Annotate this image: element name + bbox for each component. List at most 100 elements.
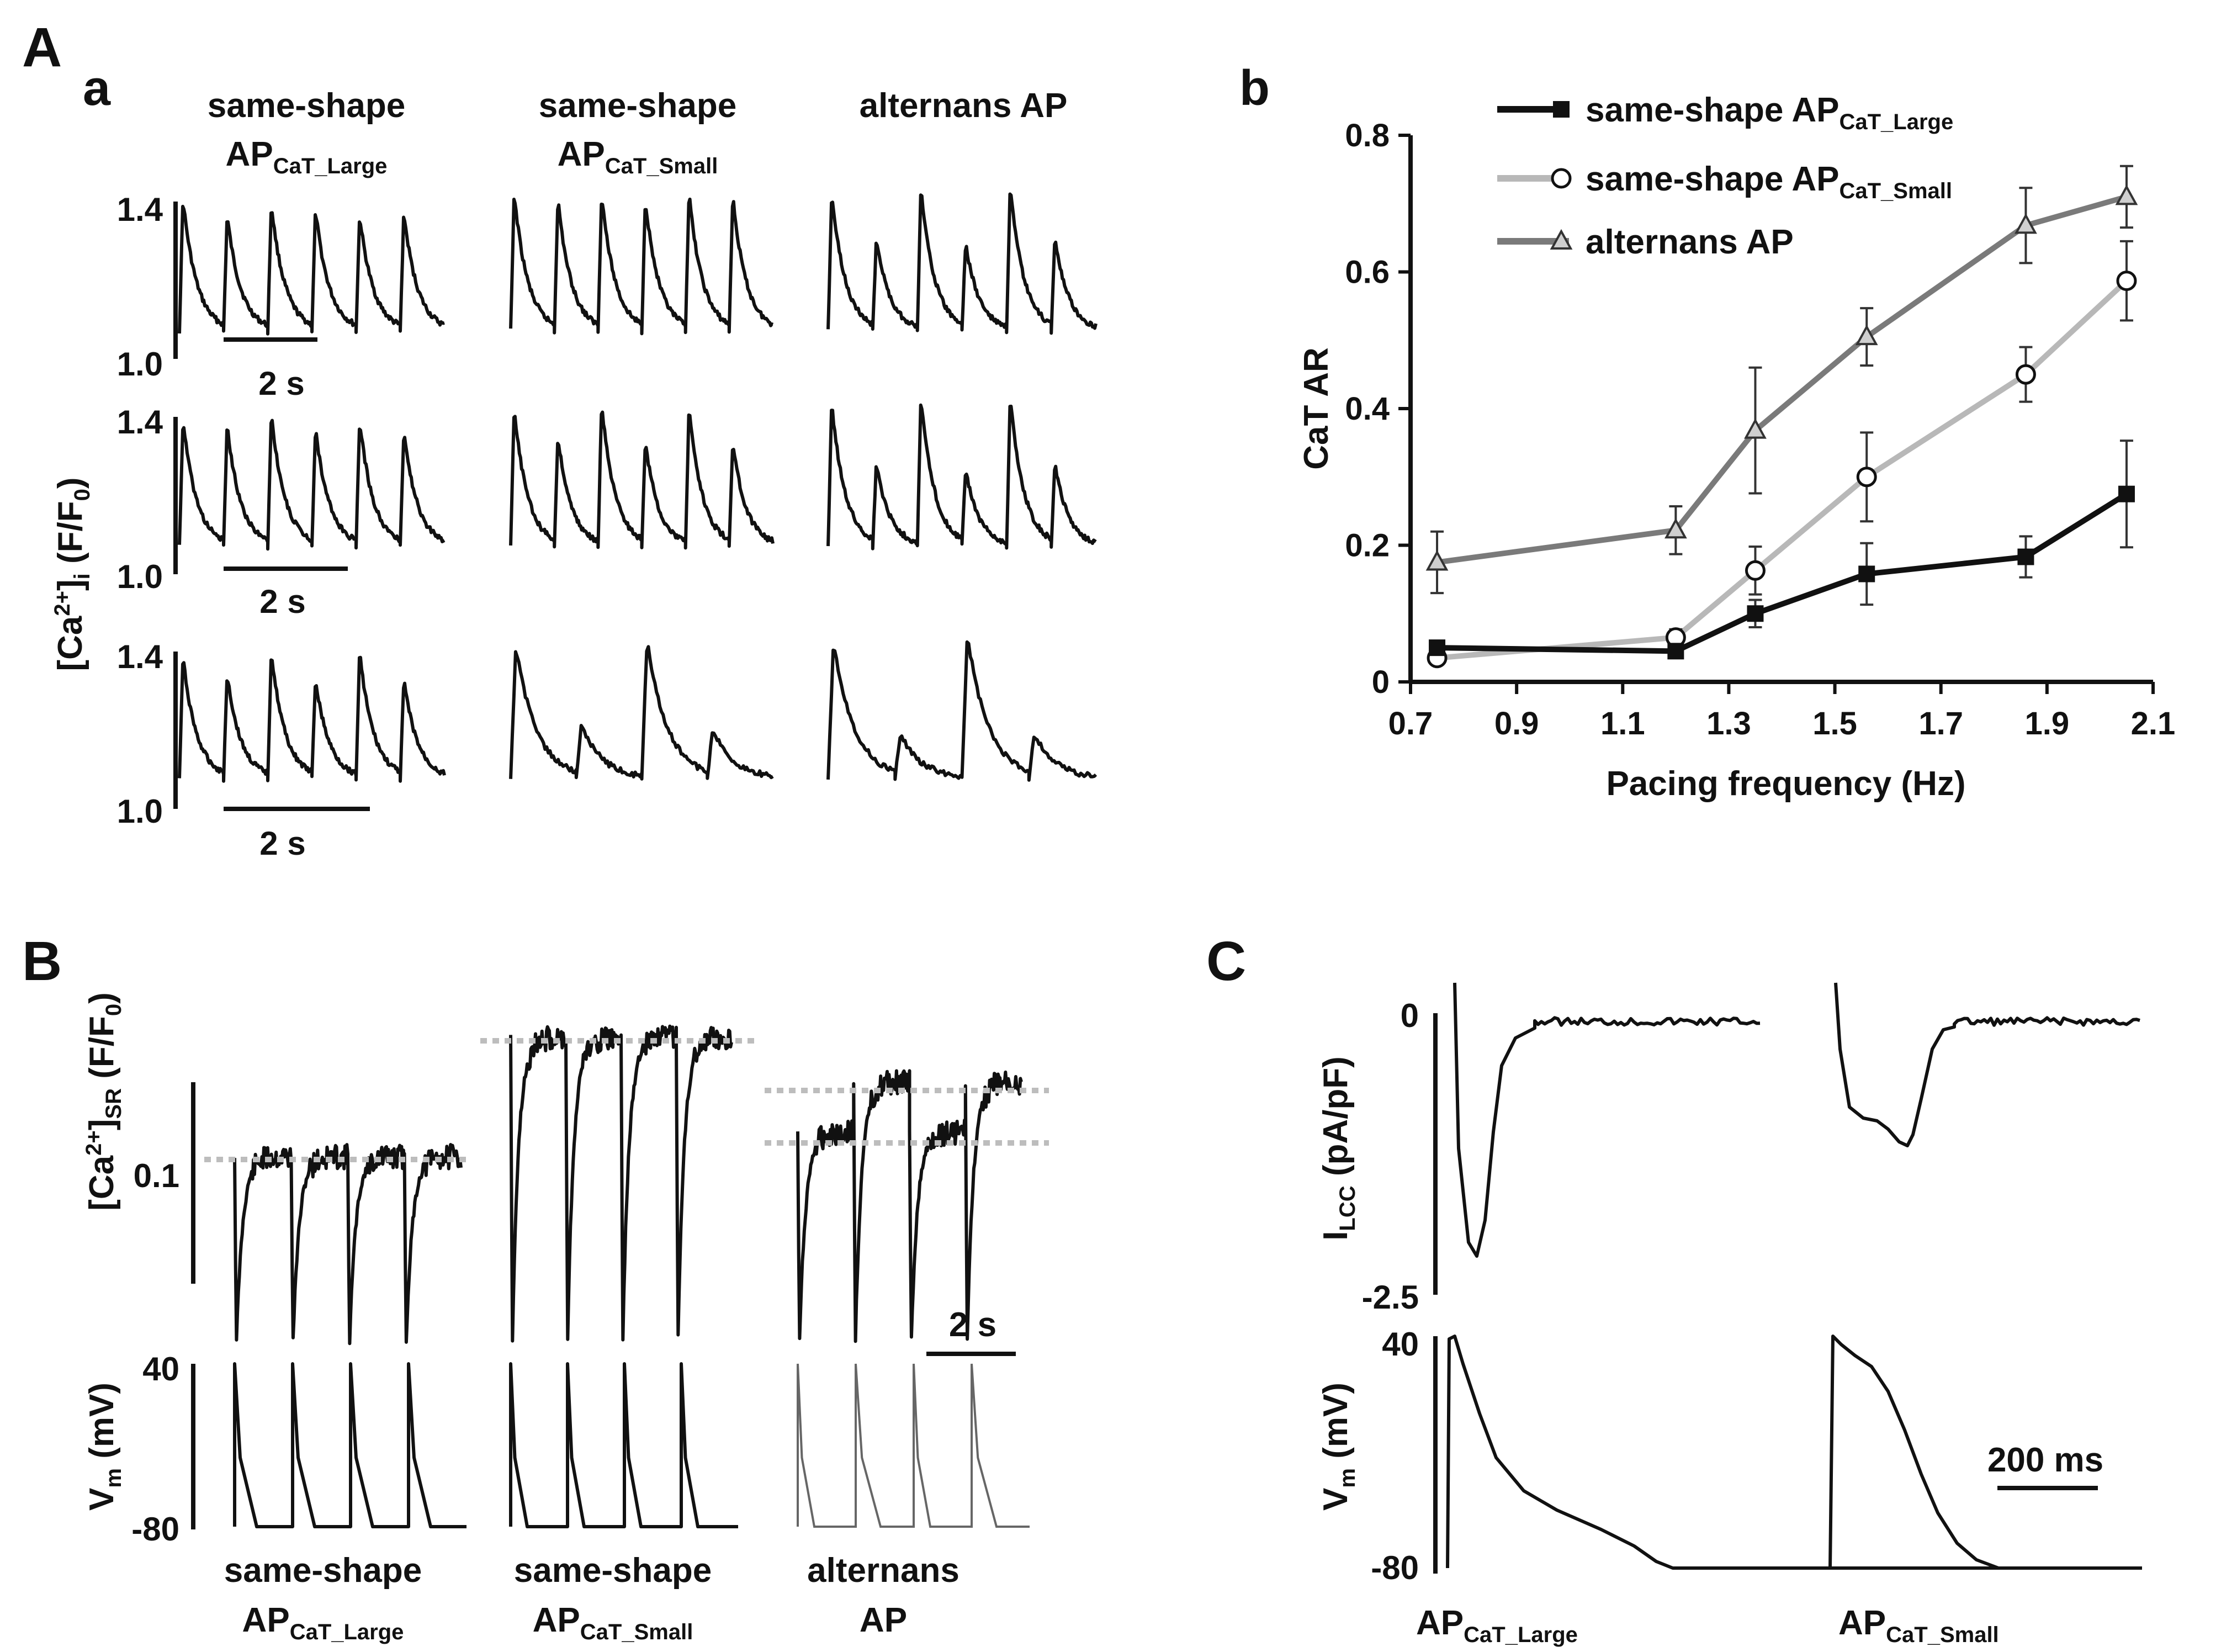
y-tick-label: 0.6 (1345, 255, 1390, 290)
aa-row1-scalebar-label: 2 s (258, 365, 304, 402)
ilcc-trace (1453, 982, 1761, 1258)
c-label-large: APCaT_Large (1416, 1604, 1578, 1647)
aa-row3-scalebar-label: 2 s (259, 825, 305, 862)
panel-label-Aa: a (83, 61, 111, 116)
c-ilcc-tick-low: -2.5 (1362, 1279, 1419, 1316)
y-tick-label: 0.2 (1345, 528, 1390, 564)
aa-col3-title: alternans AP (860, 87, 1068, 125)
b-sr-tick: 0.1 (134, 1157, 179, 1194)
c-label-small: APCaT_Small (1838, 1604, 1999, 1647)
series-line (1436, 278, 2129, 661)
vm-trace (509, 1362, 738, 1528)
sr-trace (233, 1143, 463, 1346)
x-tick-label: 1.3 (1706, 706, 1751, 742)
legend-label: alternans AP (1586, 223, 1794, 261)
aa-row3-tick-low: 1.0 (117, 793, 163, 830)
panel-label-Ab: b (1239, 61, 1270, 116)
aa-col2-line1: same-shape (539, 87, 736, 125)
panel-label-C: C (1206, 930, 1246, 992)
aa-row2-scalebar-label: 2 s (259, 583, 305, 620)
data-point (2015, 213, 2037, 234)
data-point (1855, 324, 1878, 346)
panel-B: [Ca2+]SR (F/F0) 0.1 Vm (mV) 40 -80 2 s s… (82, 992, 1049, 1644)
calcium-trace (826, 192, 1098, 335)
b-col3-line2: AP (860, 1601, 907, 1639)
data-point (1667, 643, 1684, 660)
data-point (1551, 168, 1572, 189)
b-scalebar-label: 2 s (949, 1306, 996, 1344)
calcium-trace (826, 640, 1098, 782)
aa-traces (178, 192, 1098, 783)
aa-row3-tick-high: 1.4 (117, 638, 163, 675)
b-vm-tick-low: -80 (131, 1511, 179, 1548)
panel-Ab-chart: CaT AR Pacing frequency (Hz) 0.7 0.9 1.1 1.… (1297, 91, 2175, 803)
series-line (1436, 194, 2128, 565)
panel-label-A: A (22, 17, 62, 78)
ilcc-trace (1834, 982, 2140, 1147)
legend-label: same-shape APCaT_Small (1586, 160, 1952, 203)
sr-trace (796, 1069, 1023, 1343)
c-scalebar-label: 200 ms (1987, 1441, 2103, 1479)
data-point (1745, 560, 1766, 581)
c-ylabel-ilcc: ILCC (pA/pF) (1317, 1056, 1360, 1241)
b-ylabel-sr: [Ca2+]SR (F/F0) (82, 992, 126, 1211)
x-tick-label: 2.1 (2131, 706, 2176, 742)
y-tick-label: 0 (1372, 664, 1390, 700)
x-tick-label: 0.9 (1494, 706, 1539, 742)
vm-trace (1446, 1335, 2142, 1570)
panel-label-B: B (22, 930, 62, 992)
x-tick-label: 0.7 (1388, 706, 1433, 742)
ab-xlabel: Pacing frequency (Hz) (1606, 765, 1965, 803)
calcium-trace (178, 419, 446, 551)
data-point (1664, 518, 1687, 539)
x-tick-label: 1.9 (2025, 706, 2070, 742)
calcium-trace (509, 197, 774, 336)
vm-trace (1828, 1335, 2142, 1570)
data-point (2118, 485, 2135, 502)
b-col1-line1: same-shape (224, 1552, 422, 1590)
vm-trace (233, 1362, 467, 1528)
calcium-trace (509, 645, 774, 781)
aa-col1-line1: same-shape (208, 87, 405, 125)
data-point (2116, 271, 2137, 292)
data-point (1425, 550, 1449, 571)
data-point (2115, 184, 2138, 205)
aa-row1-tick-high: 1.4 (117, 191, 163, 228)
data-point (1553, 101, 1570, 118)
data-point (1429, 639, 1446, 656)
b-ylabel-vm: Vm (mV) (83, 1383, 126, 1511)
c-traces (1446, 982, 2142, 1570)
aa-row2-tick-high: 1.4 (117, 404, 163, 441)
legend-label: same-shape APCaT_Large (1586, 91, 1953, 134)
b-col3-line1: alternans (807, 1552, 960, 1590)
data-point (1747, 605, 1764, 622)
aa-col1-line2: APCaT_Large (226, 135, 388, 178)
data-point (1858, 565, 1875, 583)
calcium-trace (178, 204, 445, 336)
x-tick-label: 1.5 (1812, 706, 1857, 742)
aa-ylabel: [Ca2+]i (F/F0) (50, 477, 94, 671)
x-tick-label: 1.7 (1918, 706, 1963, 742)
aa-row2-tick-low: 1.0 (117, 558, 163, 595)
panel-Aa: same-shape APCaT_Large same-shape APCaT_… (50, 87, 1098, 862)
calcium-trace (826, 403, 1097, 550)
x-tick-label: 1.1 (1600, 706, 1645, 742)
b-vm-tick-high: 40 (142, 1351, 179, 1388)
data-point (1856, 467, 1877, 488)
c-vm-tick-high: 40 (1382, 1326, 1419, 1363)
c-ilcc-tick-high: 0 (1401, 997, 1419, 1034)
ab-ylabel: CaT AR (1297, 347, 1335, 470)
data-point (1744, 418, 1767, 439)
panel-C: ILCC (pA/pF) 0 -2.5 Vm (mV) 40 -80 200 m… (1317, 982, 2142, 1647)
sr-trace (509, 1024, 733, 1343)
c-vm-tick-low: -80 (1371, 1549, 1419, 1586)
vm-trace (797, 1363, 1030, 1528)
aa-row1-tick-low: 1.0 (117, 346, 163, 383)
b-col1-line2: APCaT_Large (242, 1601, 404, 1644)
aa-col2-line2: APCaT_Small (558, 135, 718, 178)
y-tick-label: 0.4 (1345, 391, 1390, 427)
b-col2-line2: APCaT_Small (533, 1601, 693, 1644)
data-point (2015, 364, 2036, 385)
data-point (1550, 229, 1573, 250)
